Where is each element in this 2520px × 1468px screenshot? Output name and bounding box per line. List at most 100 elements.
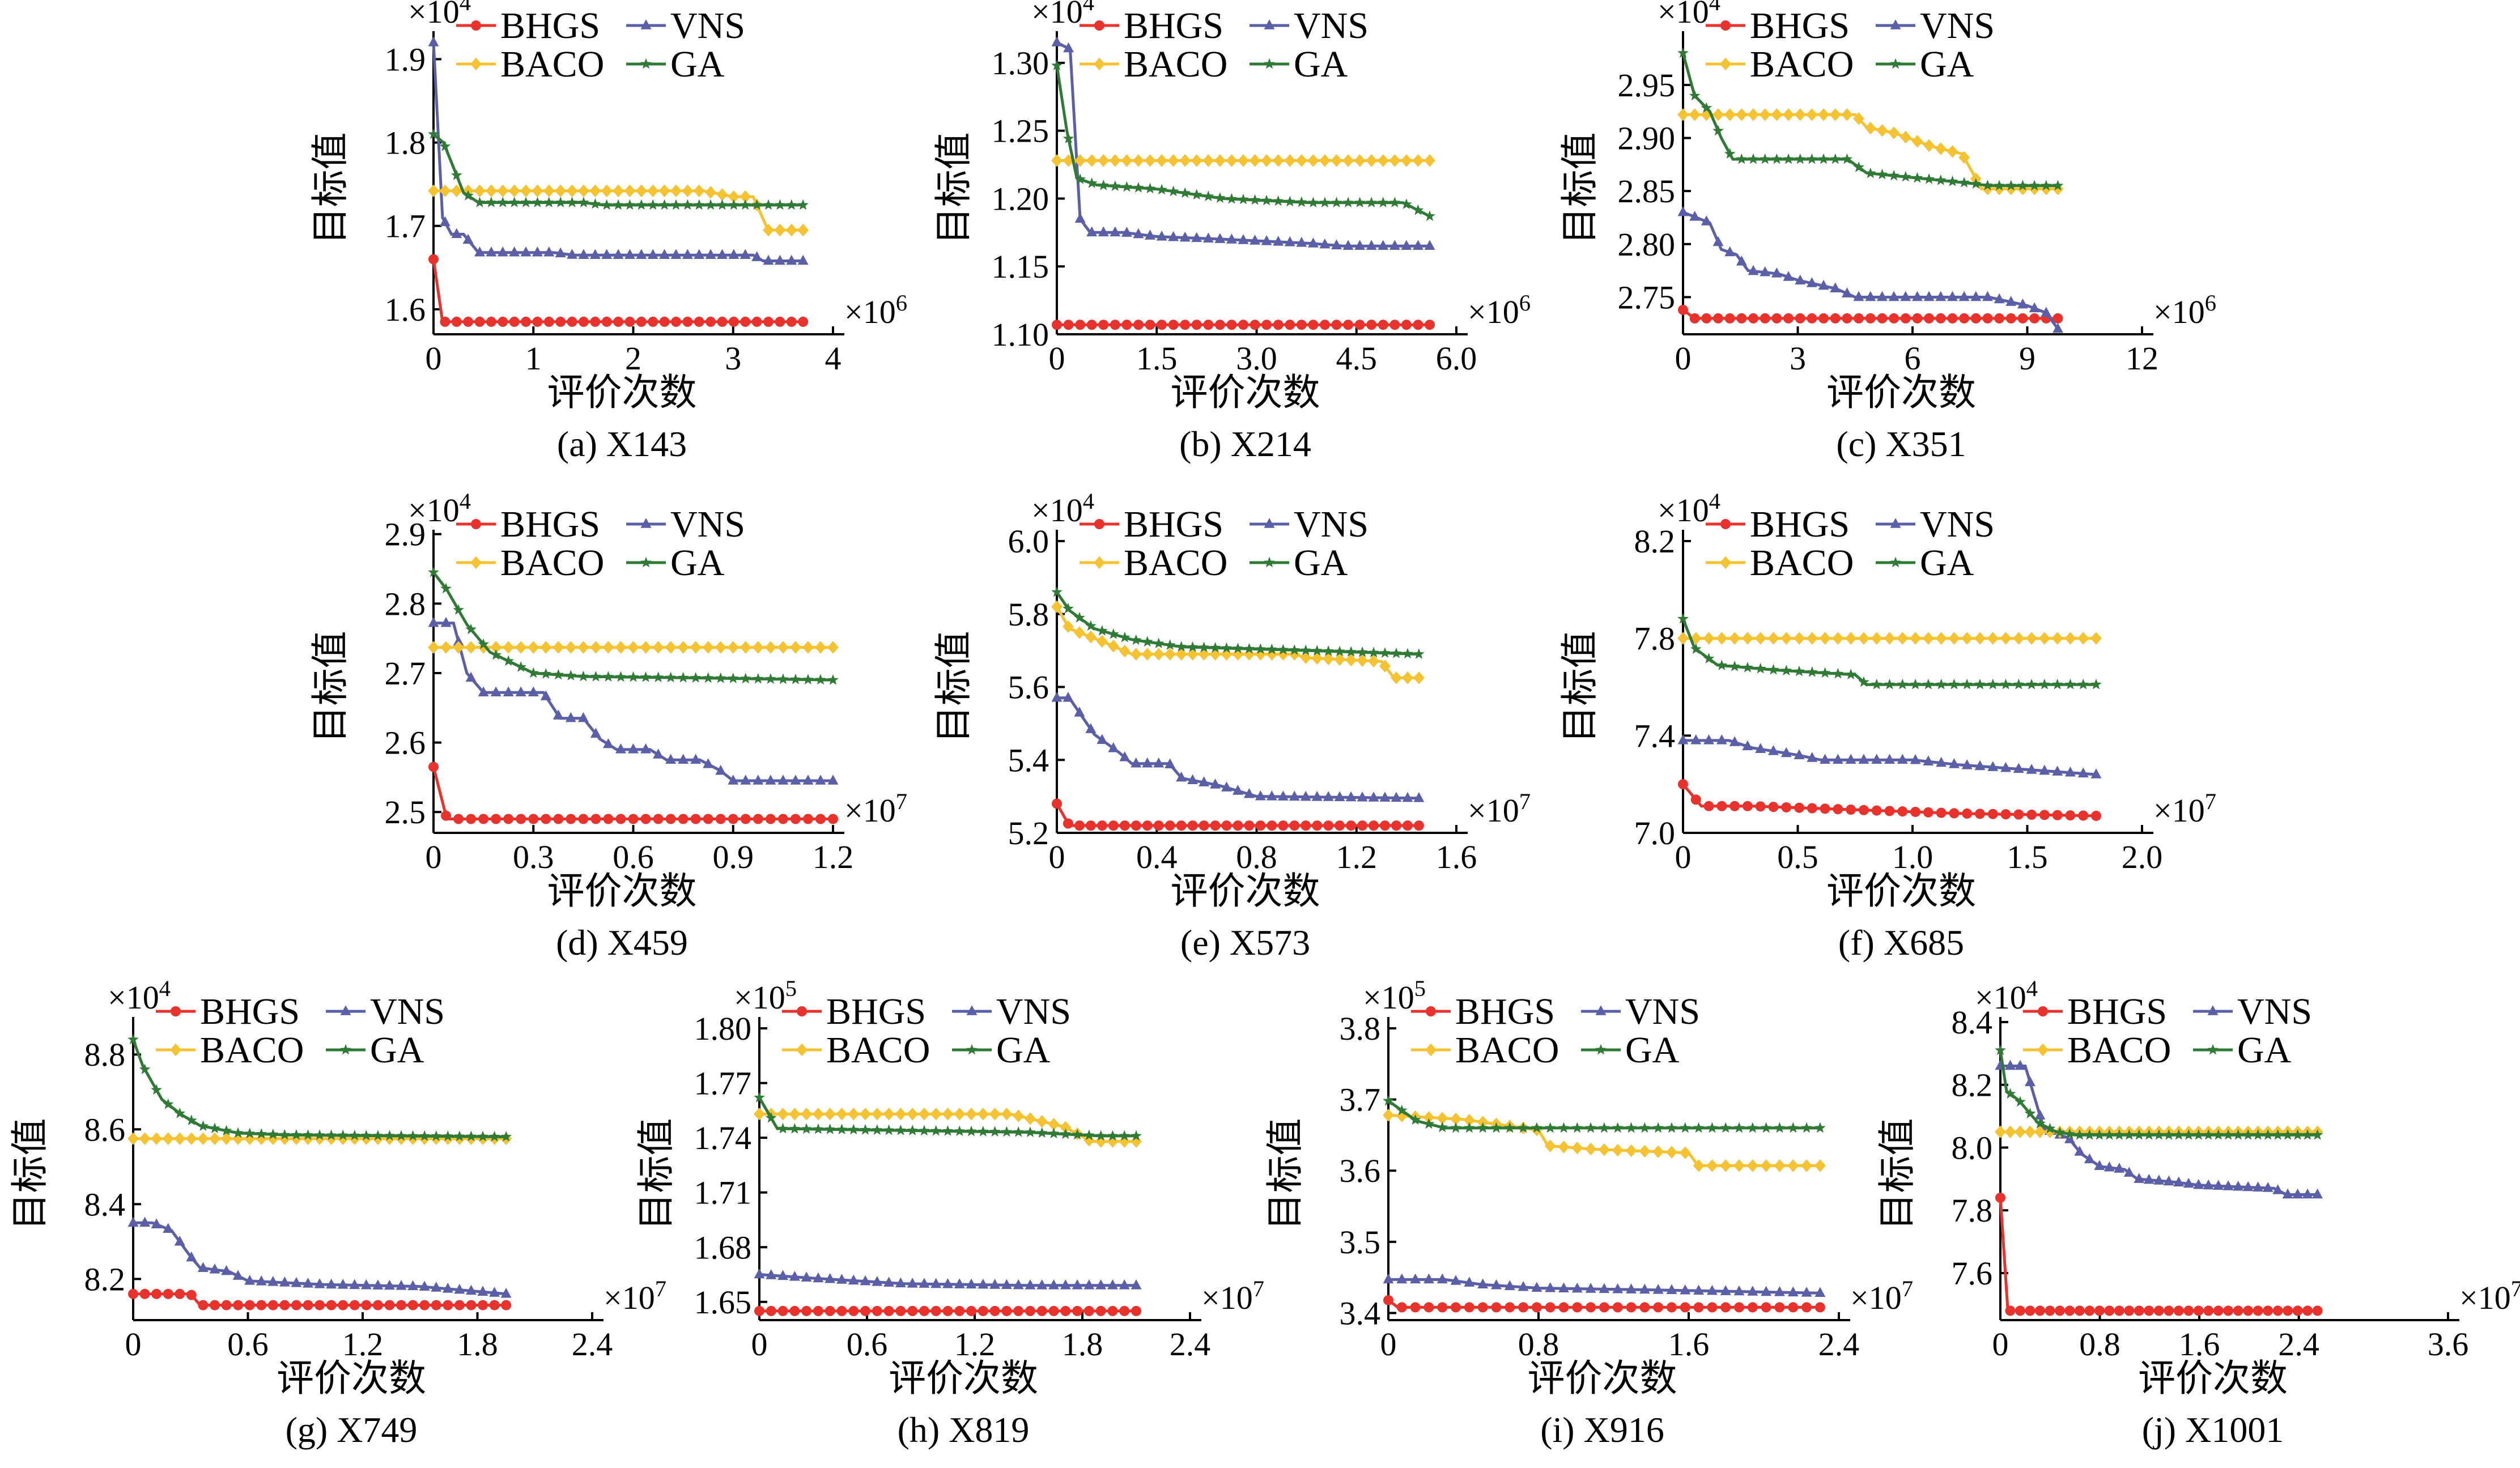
- data-point-bhgs: [836, 1305, 847, 1316]
- data-point-ga: [1133, 182, 1144, 193]
- data-point-ga: [1063, 133, 1074, 143]
- legend-marker-baco: [1094, 57, 1105, 71]
- data-point-vns: [244, 1275, 256, 1285]
- data-point-vns: [2134, 1173, 2145, 1183]
- data-point-bhgs: [1830, 313, 1841, 324]
- data-point-vns: [715, 764, 726, 775]
- x-tick-label: 1.2: [1336, 839, 1378, 875]
- x-tick-label: 0: [125, 1326, 142, 1363]
- data-point-baco: [1109, 154, 1121, 167]
- data-point-ga: [1086, 177, 1098, 188]
- data-point-ga: [824, 1124, 836, 1134]
- data-point-bhgs: [1900, 313, 1911, 324]
- data-point-bhgs: [267, 1300, 278, 1310]
- data-point-ga: [777, 673, 789, 684]
- data-point-ga: [1759, 153, 1771, 164]
- y-tick-label: 8.2: [1634, 523, 1676, 560]
- data-point-ga: [1413, 648, 1425, 659]
- y-tick-label: 8.4: [1952, 1004, 1993, 1041]
- data-point-bhgs: [1389, 320, 1400, 330]
- data-point-ga: [1982, 180, 1994, 190]
- data-point-vns: [763, 254, 774, 265]
- data-point-ga: [1036, 1127, 1048, 1138]
- data-point-bhgs: [2064, 1305, 2075, 1316]
- data-point-baco: [2064, 632, 2076, 645]
- series-ga: [128, 1033, 512, 1142]
- series-bhgs: [1383, 1295, 1825, 1313]
- data-point-ga: [797, 199, 809, 210]
- y-tick-label: 5.6: [1008, 669, 1049, 706]
- data-point-bhgs: [786, 316, 797, 327]
- data-point-bhgs: [1794, 802, 1805, 813]
- data-point-baco: [930, 1108, 942, 1121]
- data-point-bhgs: [1742, 801, 1753, 811]
- data-point-bhgs: [1413, 820, 1424, 831]
- data-point-baco: [883, 1108, 895, 1121]
- data-point-bhgs: [1119, 820, 1130, 831]
- series-baco: [1677, 108, 2064, 195]
- data-point-ga: [1864, 167, 1876, 178]
- data-point-bhgs: [1949, 808, 1960, 819]
- series-line-vns: [2000, 1065, 2318, 1196]
- data-point-baco: [871, 1108, 883, 1121]
- data-point-vns: [2015, 1059, 2026, 1070]
- data-point-baco: [1121, 154, 1133, 167]
- data-point-baco: [440, 641, 452, 654]
- data-point-baco: [209, 1132, 220, 1146]
- y-tick-label: 1.71: [694, 1175, 752, 1211]
- data-point-ga: [589, 198, 601, 209]
- data-point-bhgs: [1974, 809, 1985, 819]
- legend-label-vns: VNS: [2237, 991, 2312, 1032]
- data-point-baco: [1801, 1159, 1812, 1172]
- x-tick-label: 1.2: [954, 1326, 996, 1363]
- chart-panel: 1.651.681.711.741.771.800 0.6 1.2 1.8 2.4×10…: [636, 976, 1264, 1450]
- legend-label-vns: VNS: [370, 991, 445, 1032]
- data-point-vns: [1531, 1282, 1542, 1292]
- data-point-bhgs: [553, 814, 564, 824]
- data-point-ga: [1958, 177, 1970, 188]
- data-point-baco: [1876, 124, 1888, 137]
- data-point-ga: [640, 671, 652, 682]
- data-point-vns: [2143, 1173, 2154, 1184]
- data-point-bhgs: [766, 1305, 776, 1316]
- data-point-baco: [740, 641, 751, 654]
- data-point-bhgs: [1680, 1302, 1690, 1313]
- data-point-baco: [1571, 1141, 1583, 1155]
- x-tick-label: 1.6: [1668, 1326, 1710, 1363]
- data-point-baco: [2013, 632, 2025, 645]
- data-point-ga: [705, 199, 716, 210]
- data-point-vns: [1284, 236, 1295, 246]
- legend-label-ga: GA: [1920, 44, 1974, 85]
- data-point-bhgs: [1413, 320, 1423, 330]
- data-point-baco: [1845, 632, 1857, 645]
- legend-label-bhgs: BHGS: [1124, 5, 1223, 46]
- data-point-vns: [1761, 1286, 1772, 1296]
- data-point-bhgs: [978, 1305, 988, 1316]
- data-point-vns: [1121, 227, 1132, 237]
- data-point-bhgs: [1097, 820, 1107, 831]
- series-line-ga: [1681, 53, 2058, 188]
- data-point-vns: [1354, 240, 1366, 250]
- data-point-vns: [1814, 1287, 1826, 1297]
- data-point-vns: [1693, 1284, 1705, 1295]
- data-point-ga: [1679, 1122, 1691, 1133]
- data-point-ga: [1531, 1122, 1542, 1133]
- data-point-bhgs: [1877, 313, 1888, 324]
- data-point-bhgs: [1707, 1302, 1718, 1313]
- data-point-vns: [1897, 754, 1908, 764]
- data-point-baco: [1829, 108, 1841, 121]
- legend-marker-vns: [640, 19, 652, 29]
- data-point-baco: [1450, 1112, 1461, 1126]
- data-point-bhgs: [175, 1288, 185, 1299]
- data-point-ga: [1098, 180, 1110, 190]
- x-tick-label: 2.0: [2122, 839, 2163, 875]
- data-point-baco: [453, 641, 464, 654]
- x-tick-label: 1: [525, 340, 542, 377]
- data-point-bhgs: [478, 814, 489, 824]
- data-point-bhgs: [1599, 1302, 1609, 1313]
- data-point-vns: [1097, 734, 1108, 744]
- data-point-ga: [1829, 153, 1841, 164]
- data-point-vns: [872, 1276, 883, 1286]
- data-point-bhgs: [2114, 1305, 2124, 1316]
- data-point-ga: [789, 1123, 801, 1134]
